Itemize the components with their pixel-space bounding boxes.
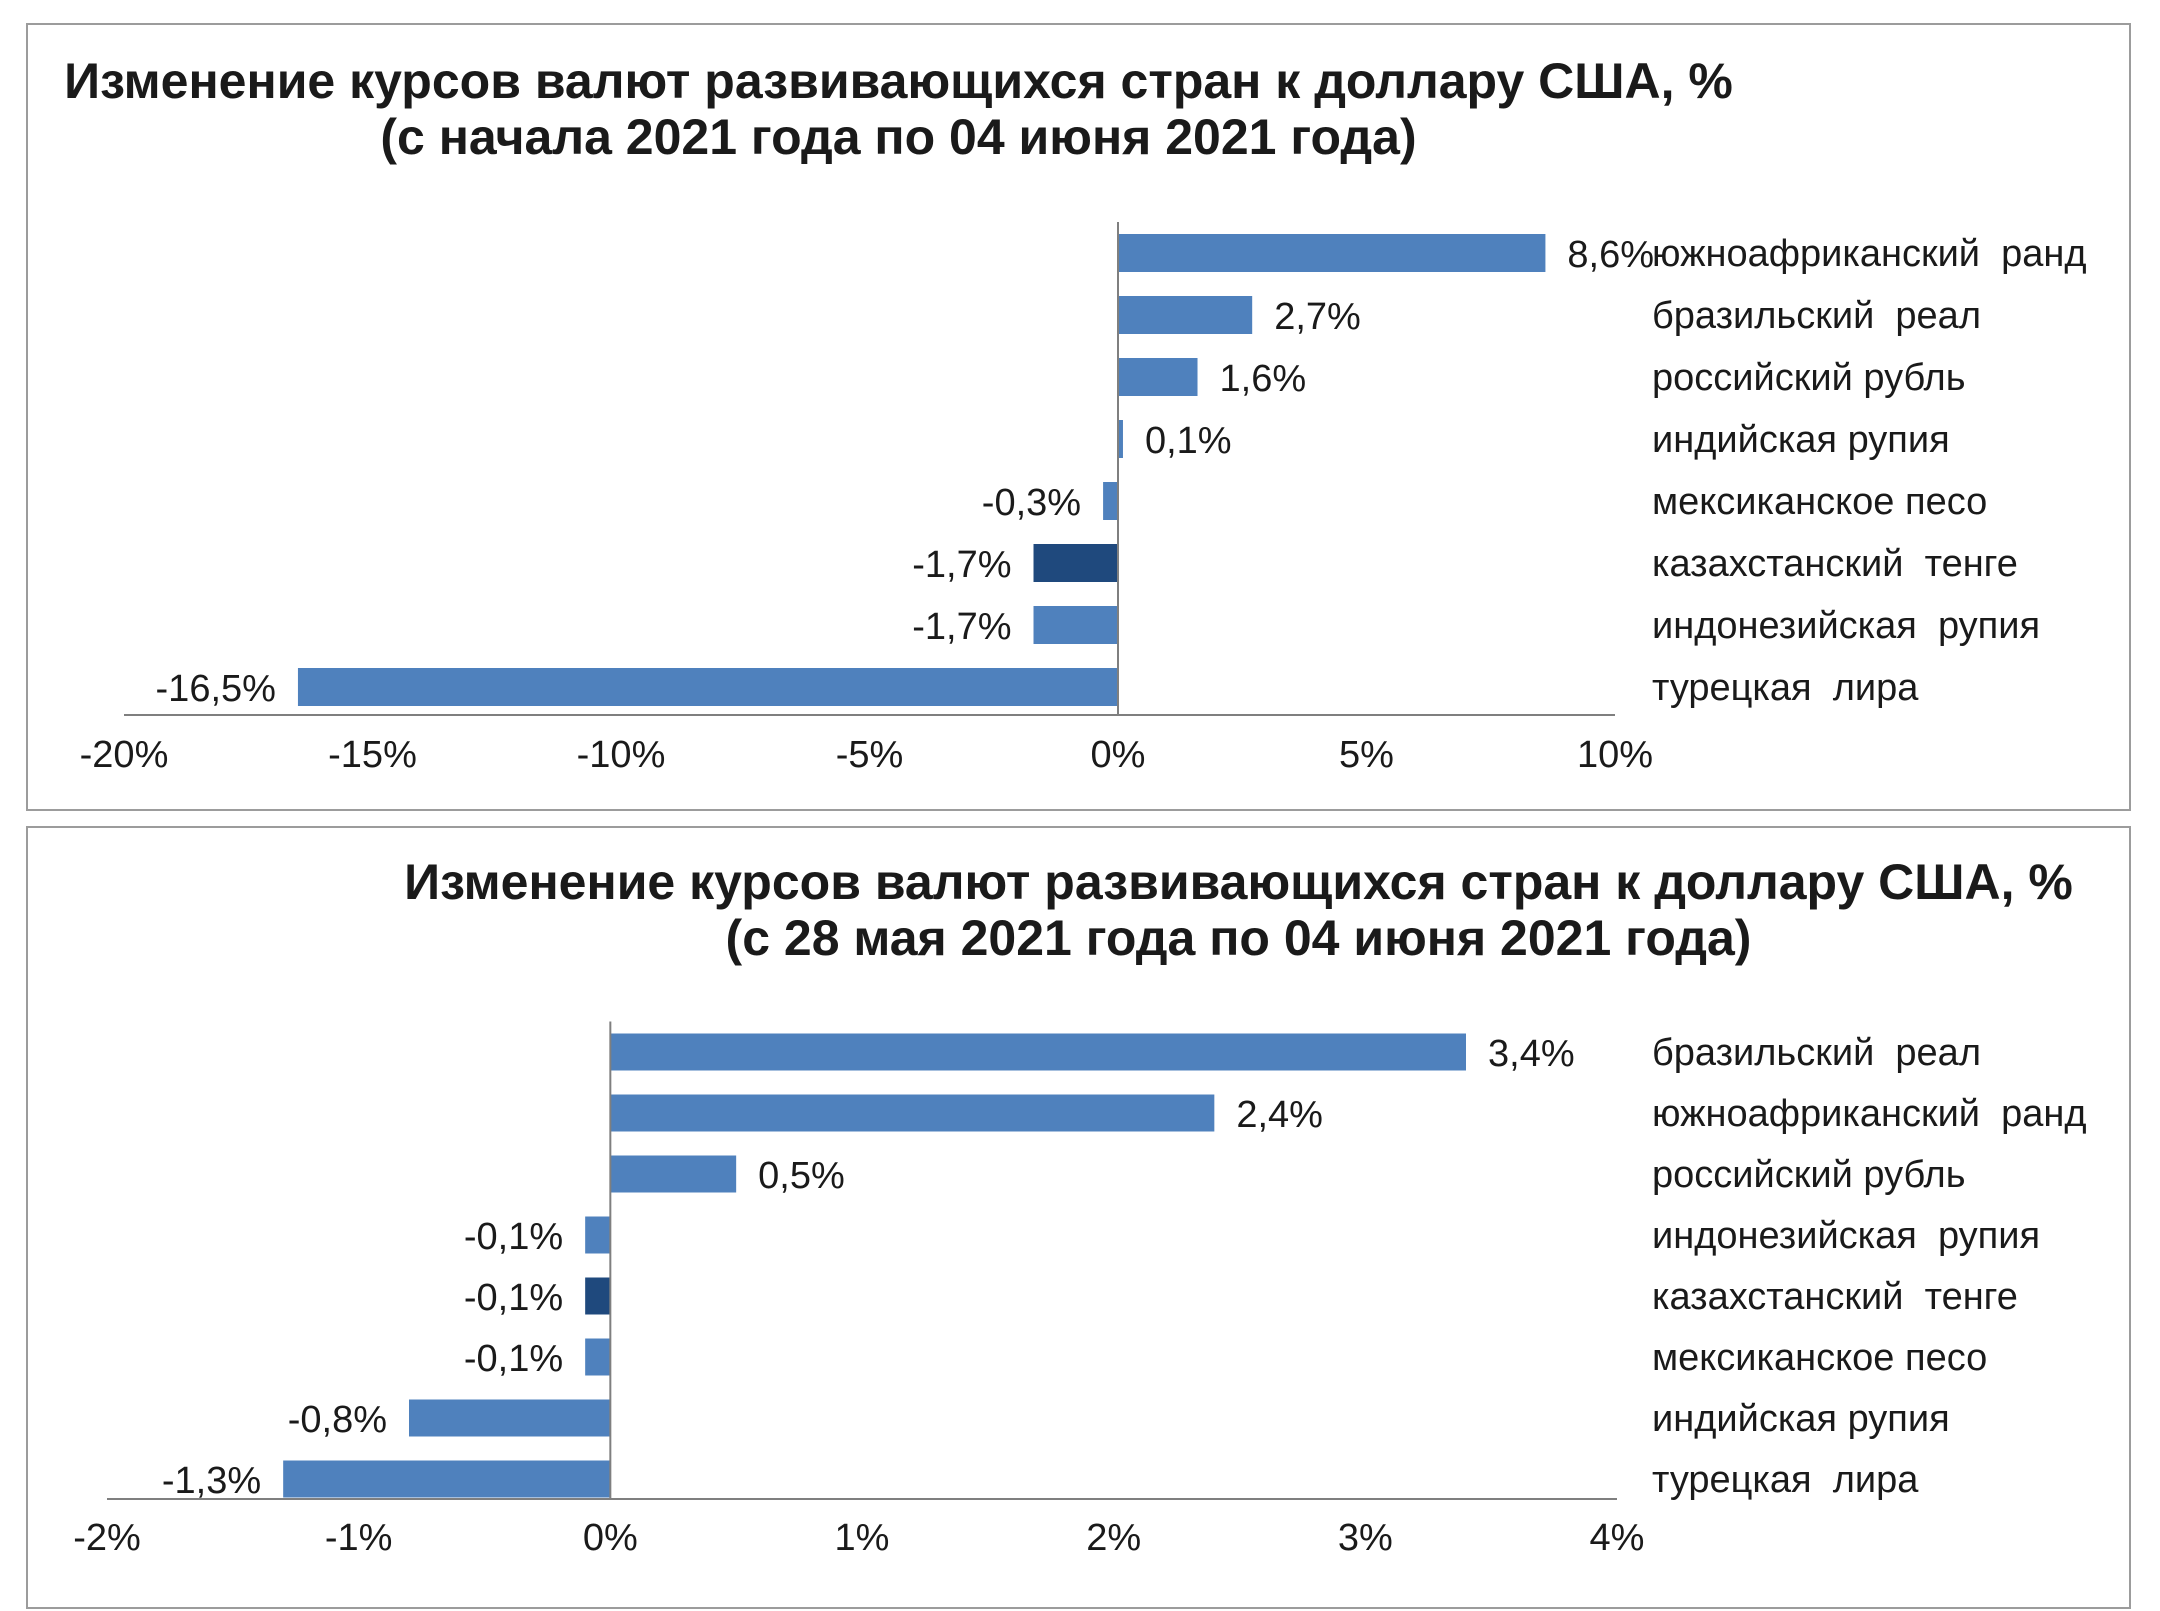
x-tick-label: 4% (1590, 1517, 1645, 1559)
chart-title-line2: (с 28 мая 2021 года по 04 июня 2021 года… (725, 910, 1752, 966)
data-label: 3,4% (1488, 1033, 1575, 1075)
data-label: 2,7% (1274, 296, 1361, 338)
category-label: южноафриканский ранд (1652, 233, 2087, 275)
category-label: бразильский реал (1652, 295, 1981, 337)
category-label: южноафриканский ранд (1652, 1093, 2087, 1135)
bar (1033, 606, 1118, 644)
bar (1033, 544, 1118, 582)
chart-title-line1: Изменение курсов валют развивающихся стр… (64, 53, 1733, 109)
data-label: -0,1% (464, 1338, 563, 1380)
data-label: -1,7% (912, 544, 1011, 586)
data-label: -0,1% (464, 1277, 563, 1319)
bar (610, 1094, 1215, 1132)
category-label: бразильский реал (1652, 1032, 1981, 1074)
category-label: индонезийская рупия (1652, 1215, 2040, 1257)
category-label: турецкая лира (1652, 1459, 1919, 1501)
x-tick-label: 10% (1577, 734, 1653, 776)
bar (283, 1460, 611, 1498)
bar (1118, 234, 1546, 272)
chart-panel-week: Изменение курсов валют развивающихся стр… (26, 826, 2131, 1609)
bar (1118, 420, 1123, 458)
bar (585, 1216, 611, 1254)
bar (610, 1155, 737, 1193)
x-tick-label: 2% (1086, 1517, 1141, 1559)
chart-title: Изменение курсов валют развивающихся стр… (0, 53, 1949, 165)
category-label: мексиканское песо (1652, 481, 1987, 523)
x-tick-label: 0% (583, 1517, 638, 1559)
x-tick-label: -5% (836, 734, 904, 776)
bar (1103, 482, 1118, 520)
chart-title-line1: Изменение курсов валют развивающихся стр… (404, 854, 2073, 910)
bar-chart-week: 3,4% бразильский реал 2,4% южноафриканский … (73, 1021, 2087, 1559)
bar (1118, 358, 1198, 396)
category-label: российский рубль (1652, 1154, 1966, 1196)
data-label: -16,5% (156, 668, 276, 710)
category-label: российский рубль (1652, 357, 1966, 399)
x-tick-label: 3% (1338, 1517, 1393, 1559)
data-label: 0,5% (758, 1155, 845, 1197)
x-tick-label: 1% (835, 1517, 890, 1559)
x-tick-label: -2% (73, 1517, 141, 1559)
data-label: -0,8% (288, 1399, 387, 1441)
category-label: турецкая лира (1652, 667, 1919, 709)
bar (585, 1338, 611, 1376)
data-label: -0,1% (464, 1216, 563, 1258)
category-label: индонезийская рупия (1652, 605, 2040, 647)
x-tick-label: 0% (1091, 734, 1146, 776)
category-label: казахстанский тенге (1652, 543, 2018, 585)
bar (585, 1277, 611, 1315)
x-tick-label: -20% (80, 734, 169, 776)
data-label: 0,1% (1145, 420, 1232, 462)
chart-title-line2: (с начала 2021 года по 04 июня 2021 года… (380, 109, 1417, 165)
category-label: казахстанский тенге (1652, 1276, 2018, 1318)
data-label: -1,3% (162, 1460, 261, 1502)
category-label: мексиканское песо (1652, 1337, 1987, 1379)
data-label: 8,6% (1567, 234, 1654, 276)
category-label: индийская рупия (1652, 419, 1950, 461)
bar-chart-ytd: 8,6%южноафриканский ранд 2,7% бразильский … (80, 222, 2087, 776)
bar (409, 1399, 611, 1437)
data-label: 2,4% (1236, 1094, 1323, 1136)
data-label: -1,7% (912, 606, 1011, 648)
data-label: -0,3% (982, 482, 1081, 524)
bar (297, 668, 1118, 706)
data-label: 1,6% (1220, 358, 1307, 400)
chart-panel-ytd: Изменение курсов валют развивающихся стр… (26, 23, 2131, 811)
category-label: индийская рупия (1652, 1398, 1950, 1440)
chart-title: Изменение курсов валют развивающихся стр… (188, 854, 2160, 966)
x-tick-label: -1% (325, 1517, 393, 1559)
x-tick-label: 5% (1339, 734, 1394, 776)
x-tick-label: -10% (577, 734, 666, 776)
bar (1118, 296, 1253, 334)
x-tick-label: -15% (328, 734, 417, 776)
bar (610, 1033, 1466, 1071)
